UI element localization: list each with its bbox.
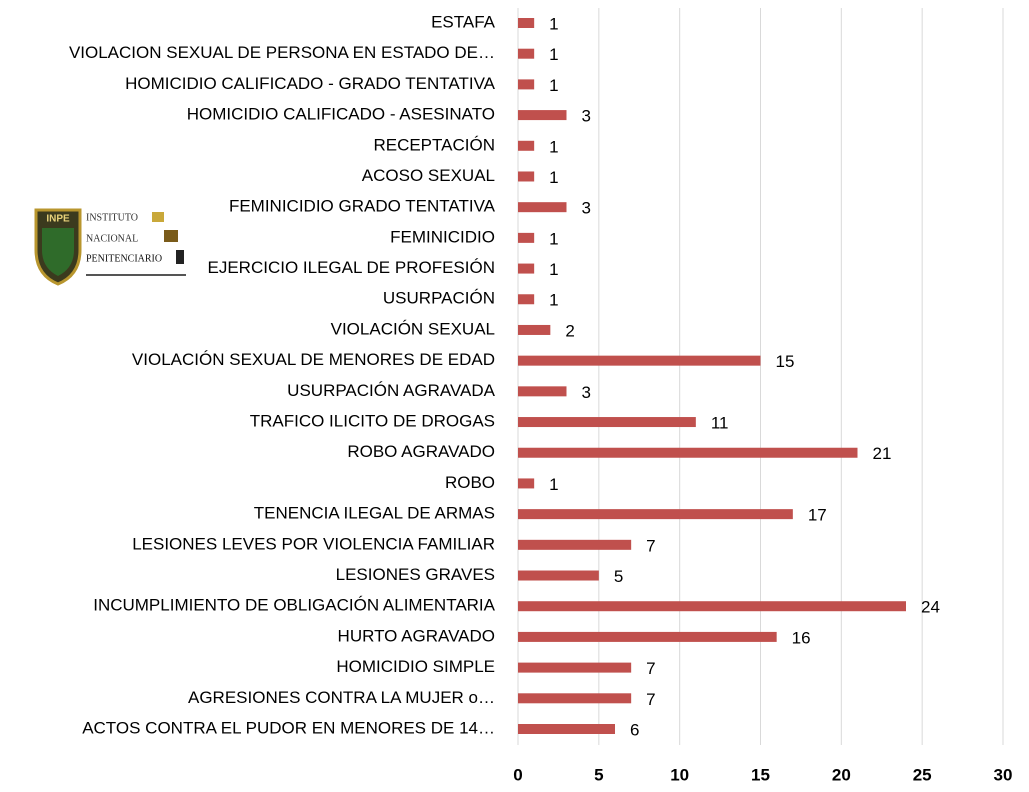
value-label: 15 — [776, 352, 795, 371]
bar — [518, 294, 535, 305]
y-tick-label: ESTAFA — [431, 12, 496, 31]
bar — [518, 386, 567, 397]
bar — [518, 662, 632, 673]
bar — [518, 110, 567, 121]
value-label: 1 — [549, 291, 558, 310]
y-tick-label: TRAFICO ILICITO DE DROGAS — [250, 412, 495, 431]
bar — [518, 693, 632, 704]
value-label: 5 — [614, 567, 623, 586]
value-label: 7 — [646, 536, 655, 555]
y-tick-label: TENENCIA ILEGAL DE ARMAS — [254, 504, 495, 523]
value-label: 7 — [646, 659, 655, 678]
y-tick-label: AGRESIONES CONTRA LA MUJER o… — [188, 688, 495, 707]
x-tick-label: 20 — [832, 765, 851, 784]
y-tick-label: FEMINICIDIO GRADO TENTATIVA — [229, 197, 496, 216]
x-tick-label: 0 — [513, 765, 522, 784]
y-tick-label: VIOLACION SEXUAL DE PERSONA EN ESTADO DE… — [69, 43, 495, 62]
value-label: 1 — [549, 45, 558, 64]
logo: INPE INSTITUTO NACIONAL PENITENCIARIO — [28, 205, 188, 287]
bar — [518, 417, 696, 428]
y-tick-label: EJERCICIO ILEGAL DE PROFESIÓN — [208, 258, 496, 277]
y-tick-label: LESIONES LEVES POR VIOLENCIA FAMILIAR — [132, 534, 495, 553]
x-tick-label: 10 — [670, 765, 689, 784]
bar — [518, 570, 599, 581]
y-tick-label: HOMICIDIO SIMPLE — [336, 657, 495, 676]
value-label: 1 — [549, 168, 558, 187]
y-tick-label: ACOSO SEXUAL — [362, 166, 495, 185]
logo-badge: INPE — [46, 214, 70, 225]
bar — [518, 324, 551, 335]
value-label: 1 — [549, 229, 558, 248]
value-label: 21 — [873, 444, 892, 463]
value-label: 1 — [549, 475, 558, 494]
bar — [518, 171, 535, 182]
value-label: 1 — [549, 14, 558, 33]
logo-line: PENITENCIARIO — [86, 253, 162, 264]
value-label: 7 — [646, 690, 655, 709]
y-tick-label: INCUMPLIMIENTO DE OBLIGACIÓN ALIMENTARIA — [93, 596, 495, 615]
value-label: 24 — [921, 598, 940, 617]
bar — [518, 447, 858, 458]
x-tick-label: 30 — [994, 765, 1013, 784]
bar — [518, 478, 535, 489]
value-label: 2 — [565, 321, 574, 340]
y-tick-label: VIOLACIÓN SEXUAL — [331, 319, 495, 338]
y-tick-label: RECEPTACIÓN — [373, 135, 495, 154]
value-label: 17 — [808, 506, 827, 525]
x-tick-label: 15 — [751, 765, 770, 784]
value-label: 16 — [792, 628, 811, 647]
y-tick-label: ACTOS CONTRA EL PUDOR EN MENORES DE 14… — [82, 718, 495, 737]
bar — [518, 724, 615, 734]
value-label: 1 — [549, 137, 558, 156]
value-label: 11 — [711, 414, 729, 433]
value-label: 3 — [582, 107, 591, 126]
y-tick-label: USURPACIÓN AGRAVADA — [287, 381, 495, 400]
bar — [518, 355, 761, 366]
x-tick-label: 5 — [594, 765, 603, 784]
bar — [518, 509, 793, 520]
bar — [518, 79, 535, 90]
y-tick-label: VIOLACIÓN SEXUAL DE MENORES DE EDAD — [132, 350, 495, 369]
y-tick-label: HOMICIDIO CALIFICADO - ASESINATO — [187, 105, 495, 124]
y-tick-label: USURPACIÓN — [383, 289, 495, 308]
logo-shield-inner — [42, 228, 74, 276]
bar — [518, 18, 535, 28]
value-label: 1 — [549, 76, 558, 95]
logo-square — [164, 230, 178, 242]
value-label: 3 — [582, 199, 591, 218]
y-tick-label: FEMINICIDIO — [390, 227, 495, 246]
bar — [518, 140, 535, 151]
bar — [518, 601, 906, 612]
value-label: 3 — [582, 383, 591, 402]
y-tick-label: ROBO — [445, 473, 495, 492]
y-tick-label: ROBO AGRAVADO — [347, 442, 495, 461]
logo-line: NACIONAL — [86, 233, 138, 244]
bar — [518, 539, 632, 550]
bar — [518, 263, 535, 274]
bar — [518, 48, 535, 59]
logo-square — [176, 250, 184, 264]
y-tick-label: HURTO AGRAVADO — [338, 626, 495, 645]
value-label: 6 — [630, 720, 639, 739]
bar — [518, 631, 777, 642]
bar — [518, 202, 567, 213]
value-label: 1 — [549, 260, 558, 279]
logo-square — [152, 212, 164, 222]
y-tick-label: HOMICIDIO CALIFICADO - GRADO TENTATIVA — [125, 74, 496, 93]
bar — [518, 232, 535, 243]
x-tick-label: 25 — [913, 765, 932, 784]
y-tick-label: LESIONES GRAVES — [336, 565, 495, 584]
logo-line: INSTITUTO — [86, 212, 138, 223]
